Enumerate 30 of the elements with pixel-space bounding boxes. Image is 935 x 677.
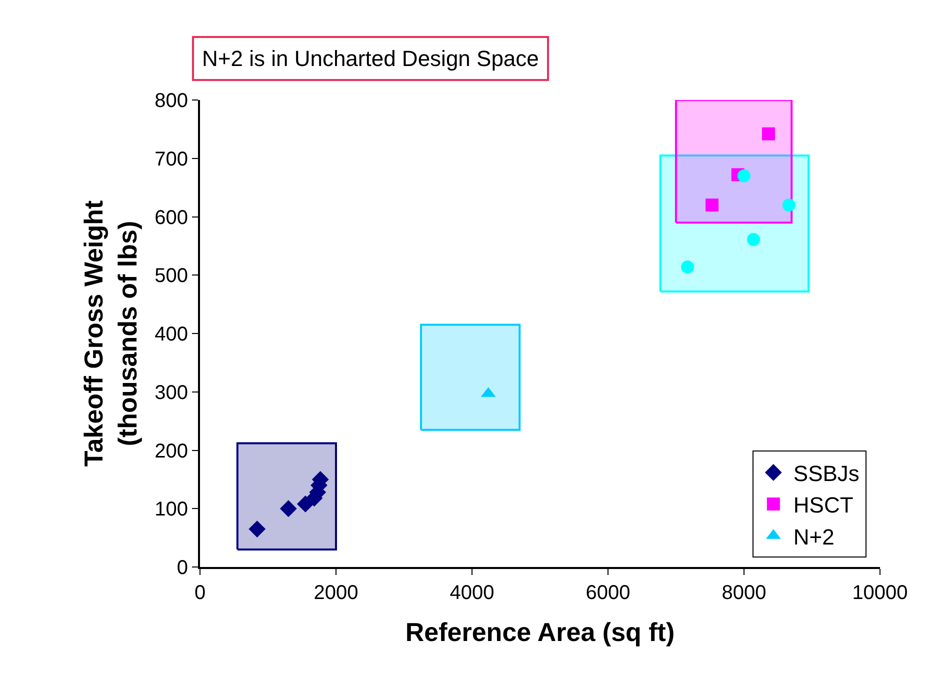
y-tick-label: 600 (154, 206, 188, 229)
y-tick-label: 500 (154, 265, 188, 288)
y-tick-label: 300 (154, 382, 188, 404)
x-tick-label: 0 (194, 582, 206, 604)
point (782, 198, 796, 212)
legend-label: SSBJs (793, 461, 860, 486)
y-tick-label: 100 (154, 498, 188, 521)
y-axis-title: Takeoff Gross Weight (thousands of lbs) (78, 200, 143, 467)
x-tick-label: 10000 (852, 582, 908, 604)
point (296, 496, 314, 512)
point (706, 198, 719, 212)
point (762, 127, 775, 140)
y-tick-label: 800 (154, 90, 188, 112)
legend-label: N+2 (793, 524, 834, 550)
point (747, 233, 760, 246)
chart-title: N+2 is in Uncharted Design Space (202, 46, 539, 71)
x-tick-label: 4000 (450, 582, 494, 604)
point (280, 500, 297, 518)
point (248, 520, 266, 538)
y-tick-label: 200 (154, 440, 188, 462)
point (681, 260, 694, 274)
x-tick-label: 8000 (722, 582, 766, 604)
y-tick-label: 700 (154, 148, 188, 170)
x-tick-label: 6000 (586, 582, 630, 604)
point (738, 169, 750, 182)
y-tick-label: 0 (176, 557, 188, 579)
legend-label: HSCT (793, 492, 854, 518)
y-tick-label: 400 (154, 324, 188, 346)
x-axis-title: Reference Area (sq ft) (405, 617, 675, 648)
x-tick-label: 2000 (314, 582, 358, 604)
